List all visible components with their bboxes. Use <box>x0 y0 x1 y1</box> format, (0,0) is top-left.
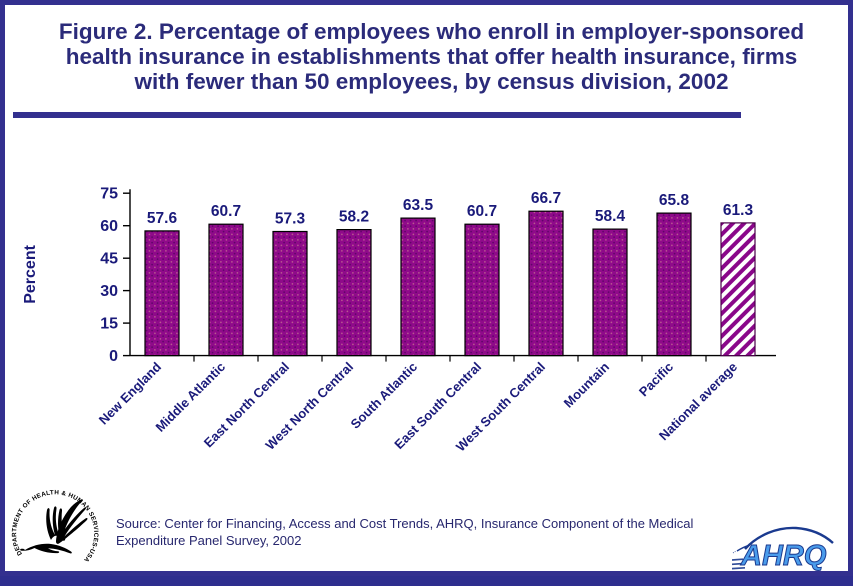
svg-text:South Atlantic: South Atlantic <box>348 359 421 432</box>
svg-text:Percent: Percent <box>22 244 39 303</box>
svg-text:60: 60 <box>100 218 118 235</box>
svg-text:75: 75 <box>100 186 118 203</box>
svg-text:58.2: 58.2 <box>339 209 369 226</box>
svg-text:57.6: 57.6 <box>147 210 178 227</box>
svg-text:15: 15 <box>100 316 118 333</box>
svg-text:63.5: 63.5 <box>403 197 434 214</box>
svg-text:30: 30 <box>100 283 118 300</box>
svg-text:45: 45 <box>100 251 118 268</box>
svg-text:66.7: 66.7 <box>531 190 561 207</box>
svg-text:58.4: 58.4 <box>595 208 626 225</box>
svg-text:AHRQ: AHRQ <box>740 540 827 572</box>
svg-text:New England: New England <box>96 359 164 427</box>
svg-text:65.8: 65.8 <box>659 192 690 209</box>
svg-text:60.7: 60.7 <box>467 203 497 220</box>
svg-text:57.3: 57.3 <box>275 211 306 228</box>
svg-text:61.3: 61.3 <box>723 202 754 219</box>
svg-text:60.7: 60.7 <box>211 203 241 220</box>
svg-text:0: 0 <box>109 348 118 365</box>
svg-text:Pacific: Pacific <box>636 359 676 399</box>
svg-text:Mountain: Mountain <box>561 359 612 410</box>
